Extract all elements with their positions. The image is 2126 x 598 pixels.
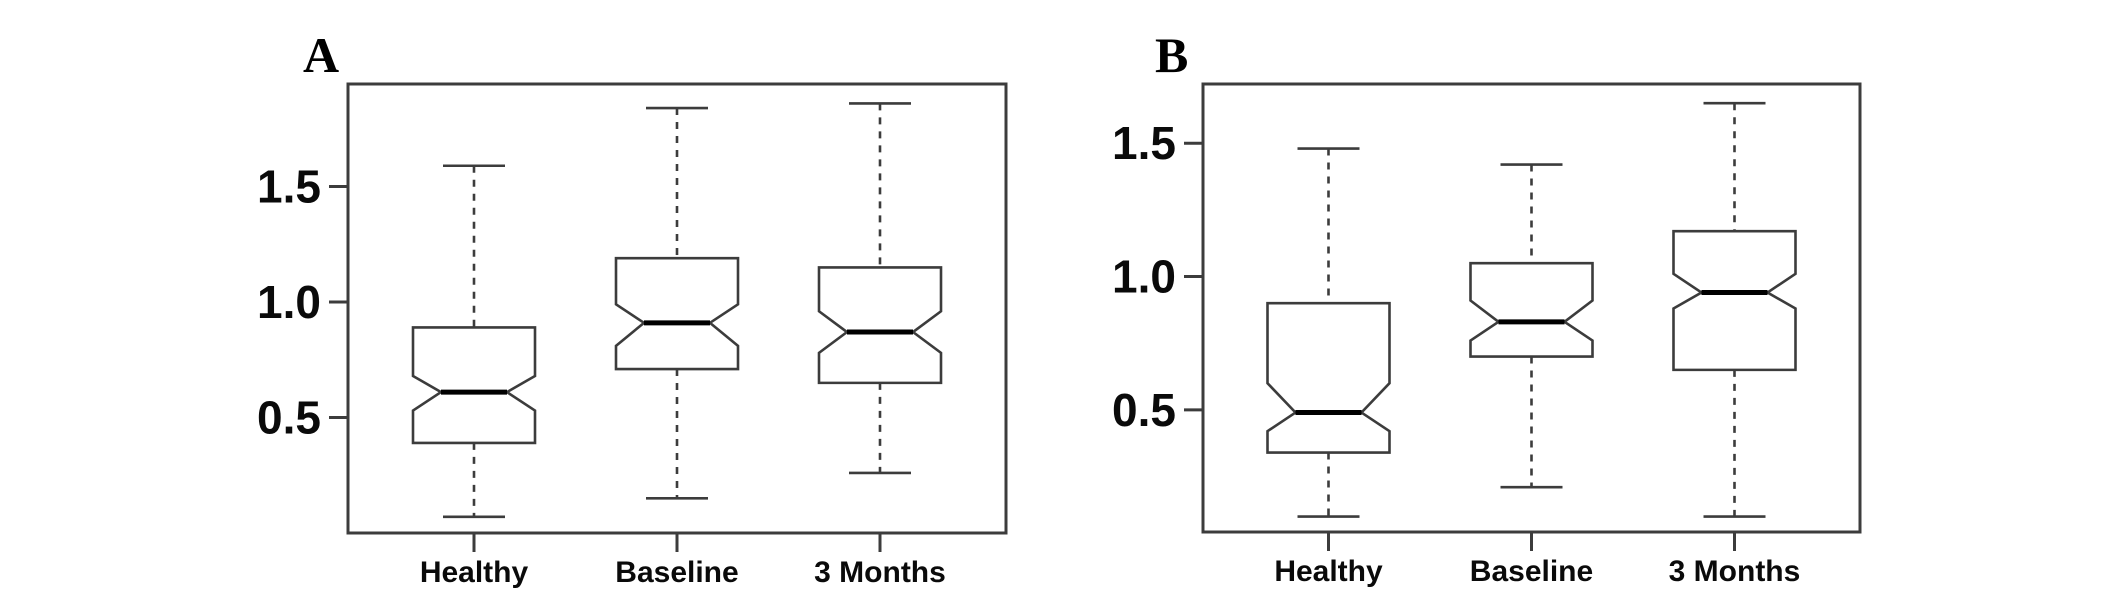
boxplot-b-3-months — [1672, 101, 1797, 518]
panel-label-b: B — [1155, 27, 1188, 83]
x-category-label: Healthy — [420, 556, 529, 589]
boxplot-a-baseline — [614, 106, 740, 500]
boxplot-a-3-months — [817, 102, 943, 475]
boxplot-a-healthy — [411, 164, 537, 519]
notched-box — [817, 266, 943, 385]
y-tick-label: 1.0 — [1112, 251, 1176, 303]
x-category-label: 3 Months — [814, 556, 946, 589]
x-category-label: Baseline — [1470, 555, 1593, 588]
y-tick-label: 0.5 — [1112, 384, 1176, 436]
notched-box — [614, 256, 740, 371]
panel-b: 0.5 1.0 1.5 Healthy Baseline 3 Months — [1112, 82, 1862, 588]
notched-box — [1672, 229, 1797, 372]
y-tick-label: 1.5 — [1112, 117, 1176, 169]
panel-label-a: A — [303, 27, 339, 83]
notched-box — [411, 326, 537, 445]
notched-box — [1266, 301, 1391, 454]
x-category-label: Baseline — [615, 556, 738, 589]
notched-box — [1469, 261, 1594, 358]
boxplot-b-healthy — [1266, 147, 1391, 518]
panel-a: 0.5 1.0 1.5 Healthy Baseline 3 Months — [257, 82, 1008, 589]
y-tick-label: 0.5 — [257, 392, 321, 444]
y-tick-label: 1.0 — [257, 276, 321, 328]
boxplot-b-baseline — [1469, 163, 1594, 489]
y-tick-label: 1.5 — [257, 161, 321, 213]
panels-group: 0.5 1.0 1.5 Healthy Baseline 3 Months 0.5 1.0 1.… — [257, 82, 1862, 589]
x-category-label: Healthy — [1274, 555, 1383, 588]
x-category-label: 3 Months — [1669, 555, 1801, 588]
